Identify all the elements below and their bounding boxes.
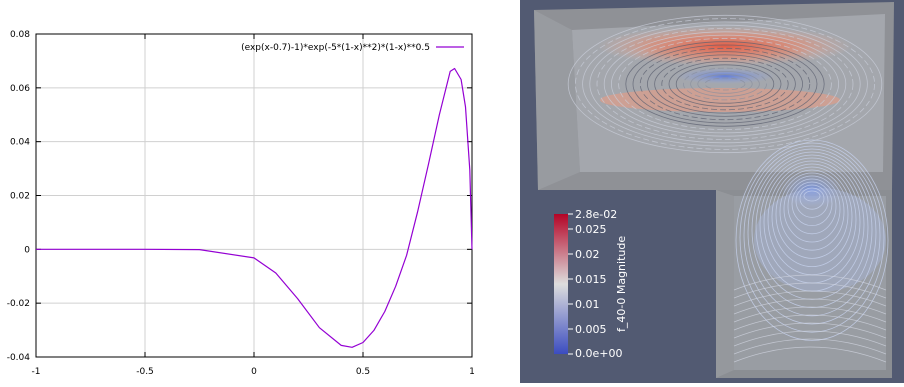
streamline bbox=[733, 330, 887, 347]
x-tick-label: 0.5 bbox=[356, 367, 370, 377]
streamline bbox=[661, 57, 789, 111]
legend: (exp(x-0.7)-1)*exp(-5*(1-x)**2)*(1-x)**0… bbox=[241, 43, 464, 53]
series-line bbox=[36, 67, 473, 348]
streamline bbox=[779, 172, 845, 251]
grid-lines bbox=[35, 33, 473, 358]
streamline bbox=[733, 306, 887, 323]
streamline bbox=[589, 24, 861, 144]
streamline bbox=[751, 151, 873, 309]
streamline bbox=[704, 77, 746, 91]
streamline bbox=[618, 38, 832, 130]
axis-ticks: -1 -0.5 0 0.5 1 -0.04 -0.02 0 0.02 0.04 0.06 0.08 bbox=[7, 30, 475, 377]
streamline bbox=[743, 145, 881, 325]
streamline bbox=[735, 139, 889, 341]
colorbar-tick-label: 0.005 bbox=[575, 323, 607, 336]
line-chart-panel: -1 -0.5 0 0.5 1 -0.04 -0.02 0 0.02 0.04 0.06 0.08 (e… bbox=[6, 30, 475, 377]
colorbar-ticks: 0.025 0.02 0.015 0.01 0.005 bbox=[568, 213, 607, 355]
colorbar-title: f_40-0 Magnitude bbox=[615, 236, 628, 332]
streamline bbox=[733, 298, 887, 315]
colorbar-tick-label: 0.01 bbox=[575, 298, 600, 311]
streamline bbox=[803, 190, 821, 202]
line-chart: -1 -0.5 0 0.5 1 -0.04 -0.02 0 0.02 0.04 0.06 0.08 (e… bbox=[7, 30, 475, 377]
streamline bbox=[791, 181, 833, 226]
streamline bbox=[625, 41, 825, 127]
streamline bbox=[697, 74, 753, 94]
streamline bbox=[787, 178, 837, 235]
y-tick-label: 0.04 bbox=[10, 138, 30, 148]
streamline bbox=[783, 175, 841, 243]
y-tick-label: 0 bbox=[24, 245, 30, 255]
colorbar-tick-label: 0.02 bbox=[575, 248, 600, 261]
streamlines bbox=[567, 14, 889, 363]
streamline bbox=[747, 148, 877, 317]
y-tick-label: -0.02 bbox=[7, 299, 30, 309]
streamline bbox=[675, 64, 775, 104]
y-tick-label: 0.06 bbox=[10, 84, 30, 94]
colorbar-tick-label: 0.015 bbox=[575, 273, 607, 286]
y-tick-label: 0.08 bbox=[10, 30, 30, 40]
x-tick-label: -1 bbox=[32, 367, 41, 377]
colorbar-max-label: 2.8e-02 bbox=[575, 208, 617, 221]
streamline bbox=[596, 28, 854, 140]
colorbar bbox=[554, 214, 568, 354]
streamline bbox=[755, 154, 869, 300]
legend-label: (exp(x-0.7)-1)*exp(-5*(1-x)**2)*(1-x)**0… bbox=[241, 43, 430, 53]
streamline bbox=[795, 184, 829, 218]
streamline bbox=[639, 47, 811, 121]
streamline bbox=[775, 169, 849, 259]
colorbar-tick-label: 0.025 bbox=[575, 223, 607, 236]
streamline bbox=[771, 166, 853, 267]
flow-visualization-panel: 0.025 0.02 0.015 0.01 0.005 2.8e-02 0.0e+00 … bbox=[520, 0, 904, 383]
streamline bbox=[632, 44, 818, 124]
streamline bbox=[668, 61, 782, 107]
streamline bbox=[799, 187, 825, 210]
streamline bbox=[682, 67, 767, 101]
x-tick-label: 1 bbox=[469, 367, 475, 377]
streamline bbox=[574, 18, 876, 150]
streamline bbox=[733, 322, 887, 339]
streamline bbox=[582, 21, 868, 147]
y-tick-label: 0.02 bbox=[10, 192, 30, 202]
streamline bbox=[739, 142, 885, 333]
y-tick-label: -0.04 bbox=[7, 353, 31, 363]
streamline bbox=[733, 274, 887, 291]
streamline bbox=[567, 14, 883, 154]
streamline bbox=[603, 31, 847, 137]
colorbar-min-label: 0.0e+00 bbox=[575, 347, 622, 360]
streamline bbox=[733, 314, 887, 331]
streamline bbox=[733, 346, 887, 363]
streamline bbox=[733, 282, 887, 299]
streamline bbox=[647, 51, 803, 117]
streamline bbox=[611, 34, 839, 134]
streamline bbox=[654, 54, 796, 114]
streamline bbox=[690, 71, 760, 98]
streamline bbox=[733, 290, 887, 307]
x-tick-label: 0 bbox=[251, 367, 257, 377]
x-tick-label: -0.5 bbox=[136, 367, 154, 377]
streamline bbox=[733, 338, 887, 355]
